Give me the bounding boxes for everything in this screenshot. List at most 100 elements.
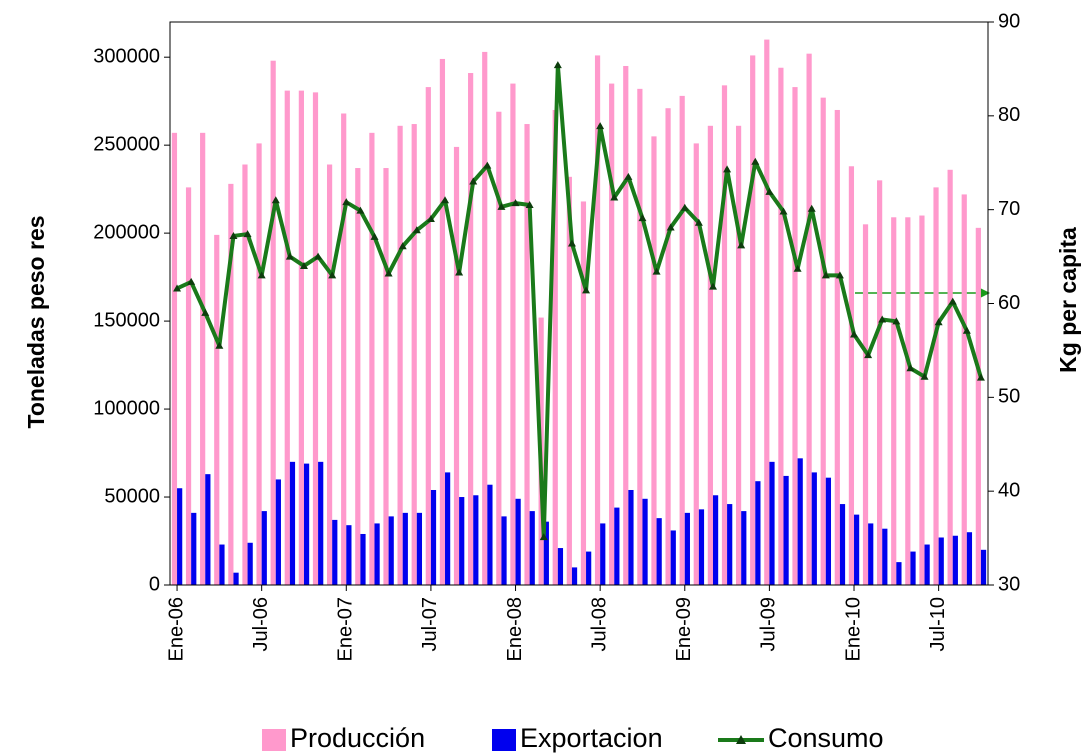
bar xyxy=(609,83,615,585)
bar xyxy=(684,512,690,585)
bar xyxy=(242,164,248,585)
bar xyxy=(905,217,911,585)
bar xyxy=(200,132,206,585)
line-marker xyxy=(821,271,830,279)
bar xyxy=(298,90,304,585)
bar xyxy=(219,544,225,585)
line-marker xyxy=(370,232,379,240)
x-tick-label: Ene-10 xyxy=(842,597,864,662)
bar xyxy=(919,215,925,585)
bar xyxy=(980,549,987,585)
line-marker xyxy=(483,161,492,169)
bar xyxy=(820,97,826,585)
bar xyxy=(552,109,558,585)
bar xyxy=(453,146,460,585)
line-marker xyxy=(680,203,689,211)
bar xyxy=(543,521,549,585)
line-marker xyxy=(708,282,717,290)
bar xyxy=(910,551,916,585)
line-marker xyxy=(215,341,224,349)
line-marker xyxy=(257,271,266,279)
line-marker xyxy=(920,372,929,380)
line-marker xyxy=(469,177,478,185)
bar xyxy=(952,535,958,585)
bar xyxy=(496,111,502,586)
bar xyxy=(247,542,253,585)
bar xyxy=(848,166,855,586)
line-marker xyxy=(666,223,675,231)
line-marker xyxy=(356,206,365,214)
bar xyxy=(529,511,535,585)
y2-tick-label: 40 xyxy=(998,479,1020,501)
bar xyxy=(487,484,493,585)
line-marker xyxy=(201,308,210,316)
y2-tick-label: 70 xyxy=(998,198,1020,220)
line-marker xyxy=(948,297,957,305)
bar xyxy=(383,168,389,585)
bar xyxy=(341,113,347,586)
line-marker xyxy=(441,196,450,204)
line-marker xyxy=(497,202,506,210)
y-tick-label: 50000 xyxy=(104,485,160,507)
bar xyxy=(468,73,474,585)
line xyxy=(176,63,983,540)
line-marker xyxy=(243,230,252,238)
bar xyxy=(755,481,761,585)
y-tick-label: 300000 xyxy=(93,45,160,67)
bar xyxy=(185,187,192,585)
bar xyxy=(623,65,629,585)
line-marker xyxy=(864,351,873,359)
bar xyxy=(862,224,869,585)
bar xyxy=(445,472,451,585)
x-tick-label: Jul-10 xyxy=(927,597,949,651)
bar xyxy=(312,92,319,585)
bar xyxy=(975,227,981,586)
bar xyxy=(355,168,361,585)
bar xyxy=(811,472,817,585)
line-marker xyxy=(525,200,534,208)
bar xyxy=(665,108,671,585)
y2-tick-label: 50 xyxy=(998,386,1020,408)
bar xyxy=(924,544,930,585)
bar xyxy=(727,504,733,585)
y-axis-title: Toneladas peso res xyxy=(23,215,49,428)
x-tick-label: Jul-09 xyxy=(758,597,780,651)
line-marker xyxy=(723,165,732,173)
bar xyxy=(177,488,183,585)
line-marker xyxy=(652,267,661,275)
y-tick-label: 100000 xyxy=(93,397,160,419)
bar xyxy=(792,87,798,586)
bar xyxy=(721,85,728,586)
line-marker xyxy=(285,252,294,260)
bar xyxy=(397,125,403,585)
y2-tick-label: 90 xyxy=(998,10,1020,32)
line-marker xyxy=(426,215,435,223)
bar xyxy=(411,124,417,585)
bar xyxy=(557,548,564,585)
bar xyxy=(868,523,874,585)
bar xyxy=(594,55,601,586)
bar xyxy=(233,572,239,585)
bar xyxy=(566,176,572,585)
x-tick-label: Jul-07 xyxy=(419,597,441,651)
bar xyxy=(961,194,967,585)
line-marker xyxy=(187,277,196,285)
line-marker xyxy=(271,196,280,204)
line-marker xyxy=(314,252,323,260)
line-marker xyxy=(765,187,774,195)
bar xyxy=(891,217,897,585)
y-tick-label: 0 xyxy=(149,573,160,595)
line-marker xyxy=(892,317,901,325)
bar xyxy=(797,458,803,585)
bar xyxy=(171,132,178,585)
bar xyxy=(586,551,592,585)
x-tick-label: Ene-06 xyxy=(165,597,187,662)
legend-swatch xyxy=(262,729,286,751)
legend-label: Consumo xyxy=(768,723,884,753)
bar xyxy=(369,132,375,585)
bar xyxy=(270,60,276,586)
bar xyxy=(764,39,770,585)
line-marker xyxy=(567,239,576,247)
bar xyxy=(501,516,507,585)
bar xyxy=(360,533,366,585)
